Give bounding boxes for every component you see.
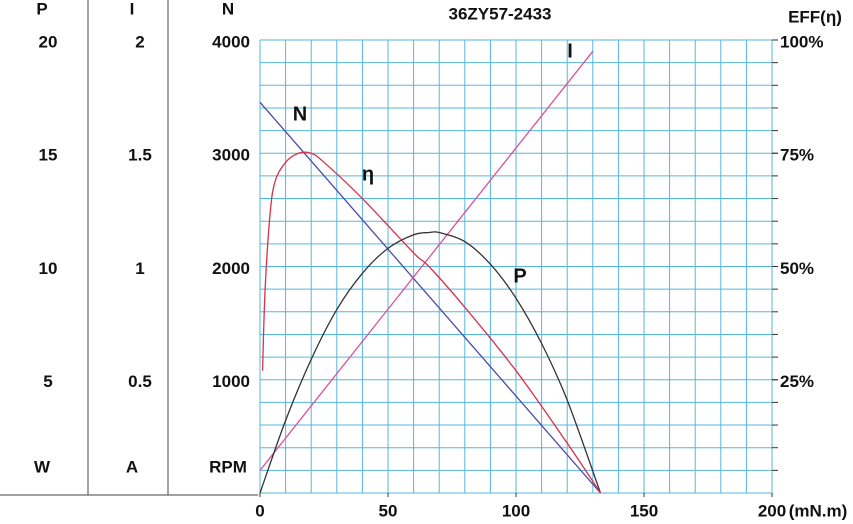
x-axis-label: (mN.m) <box>789 501 848 520</box>
y-tick-label: 25% <box>780 372 814 391</box>
axis-name: N <box>222 0 234 18</box>
x-tick-label: 0 <box>255 501 264 520</box>
axis-unit: A <box>126 457 138 476</box>
axis-name: P <box>36 0 47 18</box>
y-tick-label: 3000 <box>212 146 250 165</box>
series-line <box>259 50 594 471</box>
series-label: P <box>513 265 526 287</box>
series-label: N <box>293 103 307 125</box>
axis-name: EFF(η) <box>788 7 842 26</box>
y-tick-label: 75% <box>780 146 814 165</box>
series-label: η <box>362 163 374 185</box>
y-tick-label: 10 <box>39 259 58 278</box>
x-tick-label: 50 <box>379 501 398 520</box>
y-tick-label: 5 <box>43 372 52 391</box>
axis-name: I <box>130 0 135 18</box>
axis-unit: RPM <box>209 457 247 476</box>
y-tick-label: 2 <box>135 32 144 51</box>
series-line <box>259 101 601 494</box>
y-tick-label: 1.5 <box>128 146 152 165</box>
x-tick-label: 150 <box>630 501 658 520</box>
y-tick-label: 20 <box>39 32 58 51</box>
series-label: I <box>567 40 573 62</box>
y-tick-label: 0.5 <box>128 372 152 391</box>
series-line <box>261 151 602 494</box>
y-tick-label: 2000 <box>212 259 250 278</box>
y-tick-label: 100% <box>780 32 823 51</box>
y-tick-label: 1 <box>135 259 144 278</box>
y-tick-label: 4000 <box>212 32 250 51</box>
series-line <box>259 231 602 494</box>
chart-title: 36ZY57-2433 <box>448 4 551 23</box>
y-tick-label: 1000 <box>212 372 250 391</box>
axis-unit: W <box>34 457 51 476</box>
x-tick-label: 200 <box>758 501 786 520</box>
y-tick-label: 50% <box>780 259 814 278</box>
y-tick-label: 15 <box>39 146 58 165</box>
x-tick-label: 100 <box>502 501 530 520</box>
